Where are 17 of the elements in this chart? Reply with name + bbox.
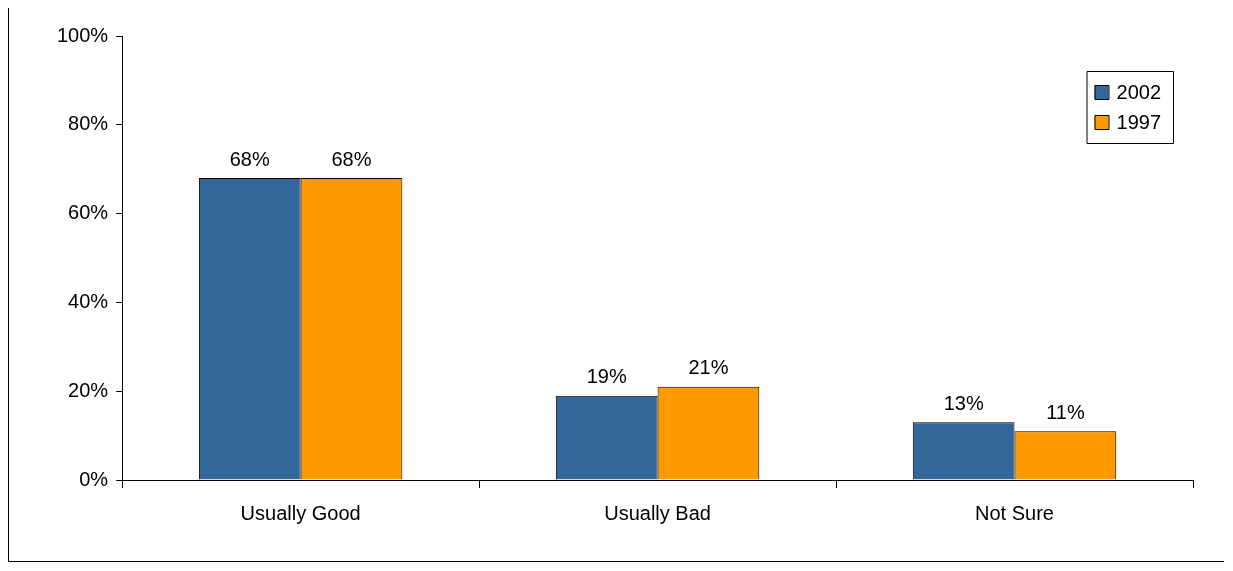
data-label: 19% <box>586 365 627 388</box>
data-label: 13% <box>943 391 984 414</box>
x-tick-label: Usually Good <box>240 501 361 524</box>
y-tick-label: 20% <box>68 378 109 401</box>
data-label: 68% <box>331 147 372 170</box>
y-tick-label: 0% <box>79 467 109 490</box>
data-label: 11% <box>1046 400 1085 423</box>
y-tick-label: 100% <box>57 23 109 46</box>
legend-label: 1997 <box>1116 110 1162 133</box>
y-tick-label: 60% <box>68 201 109 224</box>
x-tick-label: Not Sure <box>975 501 1054 524</box>
y-tick-label: 40% <box>68 289 109 312</box>
y-tick-label: 80% <box>68 112 109 135</box>
data-label: 68% <box>229 147 270 170</box>
x-tick-label: Usually Bad <box>604 501 711 524</box>
legend-label: 2002 <box>1116 80 1162 103</box>
data-label: 21% <box>688 356 729 379</box>
